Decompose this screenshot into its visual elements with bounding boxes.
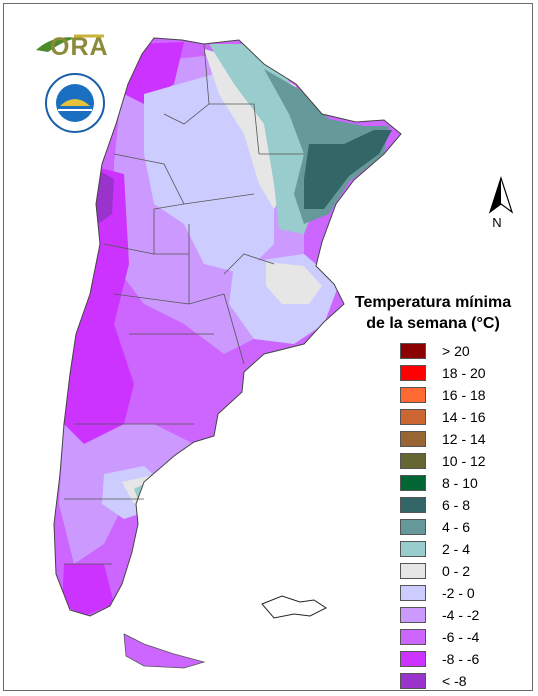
legend-item: 6 - 8 — [400, 494, 528, 516]
legend-swatch — [400, 563, 426, 579]
legend-item: 0 - 2 — [400, 560, 528, 582]
legend-title-line-1: Temperatura mínima — [354, 294, 512, 311]
legend-item: 12 - 14 — [400, 428, 528, 450]
legend-item: 16 - 18 — [400, 384, 528, 406]
legend-swatch — [400, 629, 426, 645]
country-outline — [53, 37, 402, 617]
map-frame: ORA N Temperatura mínima de la semana (°… — [3, 3, 533, 691]
legend-title-line-2: de la semana (°C) — [366, 315, 500, 332]
smn-seal-icon — [45, 73, 105, 133]
legend-swatch — [400, 541, 426, 557]
legend-label: 0 - 2 — [442, 563, 471, 579]
legend-swatch — [400, 365, 426, 381]
legend-item: -8 - -6 — [400, 648, 528, 670]
legend-label: 10 - 12 — [442, 453, 486, 469]
legend-label: 12 - 14 — [442, 431, 486, 447]
legend-swatch — [400, 409, 426, 425]
legend-items: > 20 18 - 20 16 - 18 14 - 16 12 - 14 10 - 12 8… — [400, 340, 528, 690]
legend-swatch — [400, 497, 426, 513]
legend-item: 2 - 4 — [400, 538, 528, 560]
argentina-temperature-map — [53, 37, 402, 669]
province-boundaries — [64, 43, 304, 565]
legend-swatch — [400, 607, 426, 623]
temperature-fill — [54, 38, 401, 616]
legend-item: 18 - 20 — [400, 362, 528, 384]
legend-label: 6 - 8 — [442, 497, 471, 513]
legend-item: 8 - 10 — [400, 472, 528, 494]
legend-item: 4 - 6 — [400, 516, 528, 538]
legend-item: > 20 — [400, 340, 528, 362]
legend-swatch — [400, 431, 426, 447]
legend-swatch — [400, 343, 426, 359]
malvinas-islands — [261, 595, 327, 619]
legend-label: < -8 — [442, 673, 467, 689]
tierra-del-fuego — [123, 633, 206, 669]
legend-swatch — [400, 519, 426, 535]
legend-label: 4 - 6 — [442, 519, 471, 535]
ora-logo — [36, 34, 104, 52]
legend-item: 14 - 16 — [400, 406, 528, 428]
legend: Temperatura mínima de la semana (°C) > 2… — [348, 292, 528, 690]
legend-swatch — [400, 475, 426, 491]
legend-swatch — [400, 673, 426, 689]
north-label: N — [492, 215, 502, 230]
legend-title: Temperatura mínima de la semana (°C) — [348, 292, 518, 334]
legend-label: -2 - 0 — [442, 585, 475, 601]
legend-swatch — [400, 453, 426, 469]
legend-label: 14 - 16 — [442, 409, 486, 425]
legend-item: -6 - -4 — [400, 626, 528, 648]
legend-label: 8 - 10 — [442, 475, 478, 491]
ora-logo-text: ORA — [50, 33, 109, 61]
legend-swatch — [400, 387, 426, 403]
legend-label: -4 - -2 — [442, 607, 480, 623]
legend-label: > 20 — [442, 343, 470, 359]
legend-item: -2 - 0 — [400, 582, 528, 604]
legend-label: 16 - 18 — [442, 387, 486, 403]
legend-item: -4 - -2 — [400, 604, 528, 626]
legend-swatch — [400, 651, 426, 667]
legend-label: 18 - 20 — [442, 365, 486, 381]
legend-item: 10 - 12 — [400, 450, 528, 472]
legend-label: -6 - -4 — [442, 629, 480, 645]
north-arrow-icon — [488, 176, 514, 214]
legend-label: 2 - 4 — [442, 541, 471, 557]
legend-swatch — [400, 585, 426, 601]
legend-label: -8 - -6 — [442, 651, 480, 667]
legend-item: < -8 — [400, 670, 528, 690]
